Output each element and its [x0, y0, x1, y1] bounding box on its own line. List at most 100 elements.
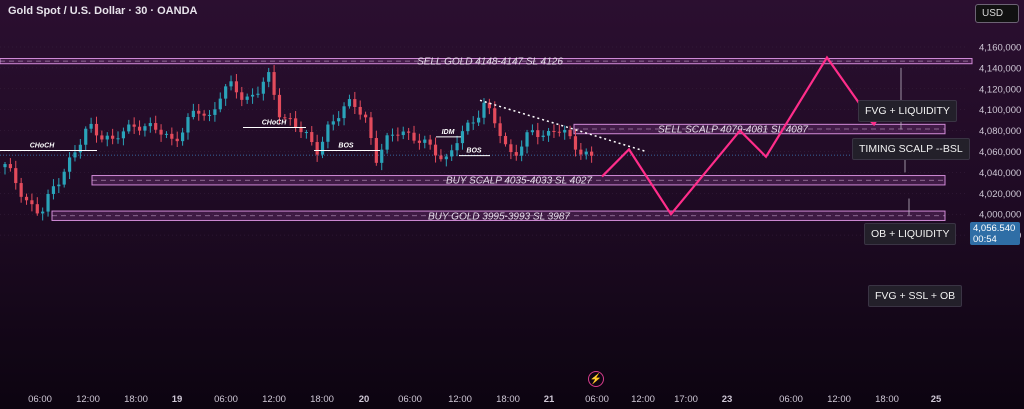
x-tick-label: 06:00: [28, 394, 52, 405]
candle-body: [202, 113, 206, 116]
candle-body: [30, 200, 34, 205]
x-tick-label: 06:00: [214, 394, 238, 405]
candle-body: [197, 110, 201, 114]
candle-body: [590, 151, 594, 156]
structure-label: BOS: [466, 148, 482, 155]
candle-body: [245, 96, 249, 100]
candle-body: [111, 135, 115, 139]
candle-body: [234, 81, 239, 93]
candle-body: [498, 123, 502, 136]
last-price-badge: 4,056.540 00:54: [970, 222, 1020, 245]
candle-body: [218, 98, 222, 110]
candle-body: [417, 140, 421, 143]
candle-body: [267, 72, 271, 82]
last-price-value: 4,056.540: [973, 223, 1016, 234]
callout-fvg-ssl-ob[interactable]: FVG + SSL + OB: [868, 285, 963, 307]
candle-body: [487, 102, 491, 109]
y-tick-label: 4,140,000: [979, 63, 1021, 74]
candle-body: [390, 134, 395, 136]
candle-body: [213, 109, 217, 115]
candle-body: [380, 149, 384, 163]
candle-body: [94, 123, 99, 136]
x-tick-label: 12:00: [262, 394, 286, 405]
candle-body: [73, 152, 77, 158]
x-tick-label: 19: [172, 394, 183, 405]
candle-body: [541, 135, 545, 138]
candle-body: [579, 149, 583, 155]
x-tick-label: 12:00: [827, 394, 851, 405]
candle-body: [310, 132, 314, 143]
candle-body: [433, 144, 438, 156]
projection-path: [601, 55, 875, 217]
candle-body: [493, 108, 497, 124]
candle-body: [385, 135, 389, 150]
candle-body: [143, 126, 147, 131]
candle-body: [261, 81, 265, 94]
candle-body: [24, 196, 29, 201]
x-tick-label: 12:00: [448, 394, 472, 405]
candle-body: [14, 168, 18, 184]
callout-fvg-liquidity[interactable]: FVG + LIQUIDITY: [858, 100, 957, 122]
candle-body: [353, 99, 357, 107]
x-tick-label: 18:00: [875, 394, 899, 405]
candle-body: [358, 106, 362, 115]
candle-body: [503, 135, 508, 145]
x-tick-label: 12:00: [76, 394, 100, 405]
zone-label: BUY GOLD 3995-3993 SL 3987: [428, 211, 570, 222]
candle-body: [369, 117, 373, 139]
candle-body: [563, 129, 567, 133]
callout-ob-liquidity[interactable]: OB + LIQUIDITY: [864, 223, 957, 245]
candle-body: [89, 123, 93, 129]
x-tick-label: 21: [544, 394, 555, 405]
zone-label: BUY SCALP 4035-4033 SL 4027: [446, 176, 592, 187]
structure-label: CHoCH: [262, 119, 287, 126]
lightning-icon[interactable]: ⚡: [588, 371, 604, 387]
candle-body: [121, 131, 125, 139]
candle-body: [304, 132, 308, 134]
candle-body: [277, 94, 282, 118]
candle-body: [46, 193, 50, 212]
candle-body: [557, 131, 561, 133]
y-tick-label: 4,000,000: [979, 210, 1021, 221]
candle-body: [363, 114, 368, 118]
x-tick-label: 25: [931, 394, 942, 405]
candle-body: [331, 121, 335, 125]
structure-label: IDM: [442, 129, 455, 136]
x-tick-label: 23: [722, 394, 733, 405]
candle-body: [342, 106, 346, 119]
candle-body: [191, 110, 195, 118]
candle-body: [224, 86, 228, 99]
candle-body: [186, 117, 190, 133]
y-tick-label: 4,040,000: [979, 168, 1021, 179]
candle-body: [283, 117, 287, 119]
structure-label: CHoCH: [30, 142, 55, 149]
candle-body: [84, 128, 88, 145]
candle-body: [568, 129, 572, 137]
candle-body: [552, 130, 556, 132]
bar-countdown: 00:54: [973, 234, 997, 245]
candle-body: [41, 211, 45, 214]
candle-body: [132, 124, 136, 127]
candle-body: [67, 157, 72, 172]
candle-body: [62, 171, 66, 185]
candle-body: [477, 117, 481, 123]
x-tick-label: 17:00: [674, 394, 698, 405]
candle-body: [19, 183, 23, 197]
currency-selector[interactable]: USD: [975, 4, 1019, 23]
candle-body: [240, 92, 244, 100]
candle-body: [509, 144, 513, 153]
candle-body: [450, 150, 454, 157]
callout-timing-scalp[interactable]: TIMING SCALP --BSL: [852, 138, 970, 160]
candle-body: [530, 130, 535, 133]
candle-body: [439, 155, 443, 160]
candle-body: [127, 124, 131, 132]
candle-body: [78, 144, 82, 153]
candle-body: [116, 138, 120, 140]
candle-body: [573, 136, 578, 150]
chart-title: Gold Spot / U.S. Dollar · 30 · OANDA: [8, 5, 198, 17]
candle-body: [100, 135, 104, 140]
candle-body: [8, 164, 12, 169]
x-tick-label: 18:00: [124, 394, 148, 405]
candle-body: [181, 132, 185, 142]
